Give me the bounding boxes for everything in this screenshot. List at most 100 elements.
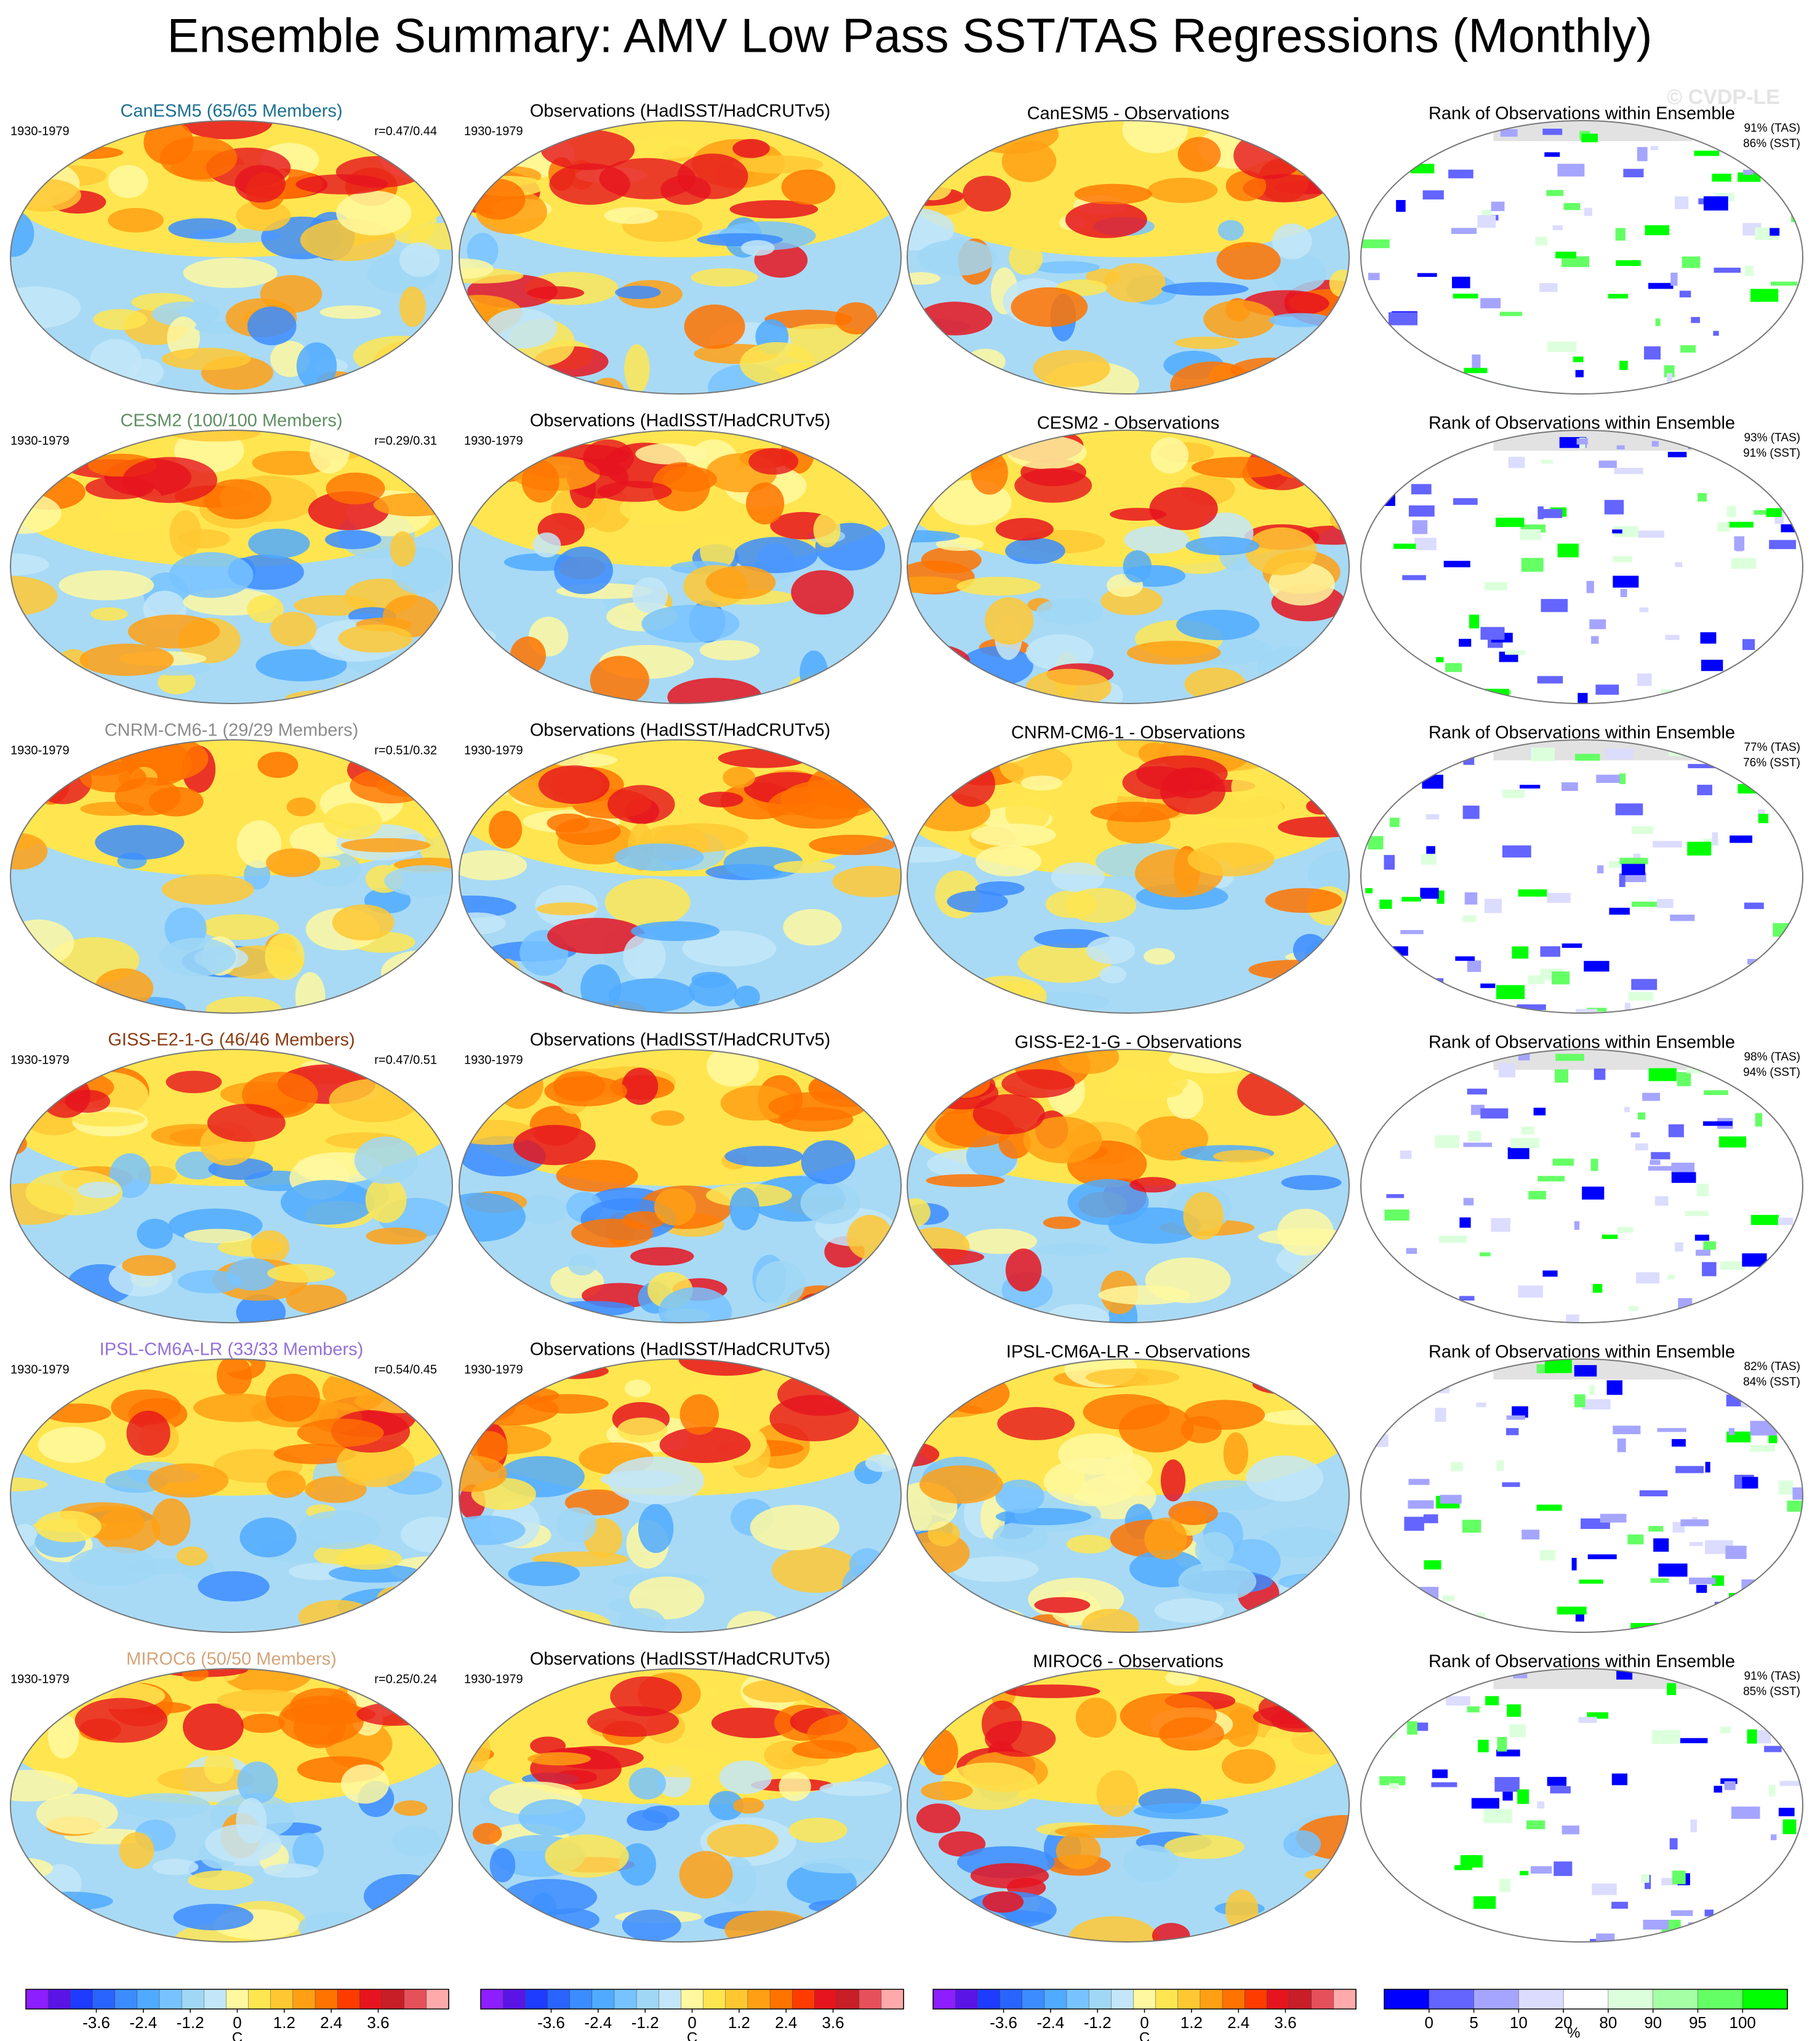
map-blob: [1023, 1117, 1102, 1163]
map-blob: [266, 848, 321, 877]
map-hot-blob: [971, 450, 1008, 495]
map-hot-blob: [544, 1076, 628, 1107]
map-patch: [1781, 1867, 1803, 1879]
map-patch: [1423, 1514, 1438, 1523]
map-patch: [1509, 1724, 1526, 1738]
map-blob: [1124, 526, 1190, 554]
map-blob: [1289, 977, 1342, 1005]
map-patch: [1620, 588, 1627, 598]
map-patch: [1635, 1143, 1648, 1151]
colorbar-tick-label: -2.4: [584, 2013, 612, 2032]
map-patch: [1701, 659, 1723, 672]
map-blob: [10, 833, 48, 870]
map-blob: [10, 651, 59, 682]
map-blob: [635, 443, 704, 465]
map-blob: [682, 931, 777, 967]
map-blob: [1185, 536, 1260, 556]
map-patch: [1738, 172, 1761, 182]
map-blob: [1252, 1374, 1328, 1395]
map-patch: [1791, 389, 1803, 394]
map-patch: [1468, 1131, 1481, 1142]
map-blob: [518, 1799, 586, 1836]
map-blob: [459, 912, 506, 935]
map-blob: [489, 811, 523, 849]
colorbar-frame: [1384, 1989, 1788, 2010]
map-blob: [10, 350, 68, 383]
colorbar-tick-label: 100: [1730, 2013, 1756, 2032]
map-patch: [1624, 1003, 1631, 1012]
map-blob: [319, 305, 382, 319]
colorbar-tick-label: 10: [1510, 2013, 1528, 2032]
map-patch: [1436, 657, 1444, 663]
map-blob: [169, 510, 202, 558]
map-blob: [503, 980, 566, 1013]
map-patch: [1615, 803, 1643, 816]
map-hot-blob: [985, 1720, 1056, 1757]
map-blob: [341, 838, 431, 852]
map-patch: [1642, 1093, 1661, 1101]
map-blob: [745, 483, 785, 525]
period-label: 1930-1979: [464, 1363, 523, 1376]
map-blob: [1279, 740, 1349, 760]
map-patch: [1518, 889, 1547, 897]
map-patch: [1507, 1147, 1529, 1160]
map-blob: [944, 1049, 1012, 1085]
map-blob: [58, 570, 154, 601]
map-patch: [1561, 256, 1590, 267]
map-patch: [1658, 1563, 1688, 1577]
map-blob: [1265, 888, 1342, 913]
map-blob: [159, 937, 236, 977]
map-blob: [527, 1752, 591, 1766]
map-blob: [936, 537, 984, 551]
map-blob: [1066, 1534, 1112, 1554]
colorbar-box: [792, 1989, 816, 2010]
map-patch: [1365, 888, 1373, 894]
map-blob: [691, 971, 730, 988]
map-patch: [1798, 1103, 1803, 1116]
map-patch: [1471, 1798, 1499, 1809]
map-patch: [1766, 508, 1782, 517]
map-blob: [432, 1061, 452, 1099]
map-patch: [1517, 1789, 1529, 1804]
map-patch: [1769, 1784, 1776, 1797]
map-panel: [907, 430, 1349, 704]
map-blob: [270, 612, 317, 647]
colorbar-box: [569, 1989, 593, 2010]
map-blob: [532, 532, 561, 558]
map-patch: [1698, 493, 1707, 502]
map-patch: [1407, 1721, 1417, 1735]
map-patch: [1587, 1712, 1609, 1719]
map-panel: [907, 1359, 1349, 1632]
map-patch: [1417, 273, 1437, 277]
colorbar-tick-label: -1.2: [1084, 2013, 1112, 2032]
map-patch: [1497, 1736, 1507, 1752]
map-blob: [399, 242, 440, 277]
map-blob: [240, 1714, 285, 1733]
map-patch: [1630, 1622, 1660, 1629]
colorbar-box: [703, 1989, 726, 2010]
colorbar-box: [1200, 1989, 1223, 2010]
map-blob: [468, 1590, 499, 1630]
map-panel: [10, 1669, 452, 1942]
map-patch: [1680, 1519, 1709, 1526]
map-patch: [1655, 318, 1661, 326]
map-blob: [854, 1128, 901, 1142]
map-patch: [1519, 785, 1541, 789]
map-patch: [1764, 1746, 1782, 1752]
map-patch: [1669, 1838, 1678, 1850]
map-patch: [1510, 1137, 1539, 1149]
map-blob: [707, 1049, 760, 1087]
map-blob: [956, 577, 1041, 596]
map-hot-blob: [1191, 457, 1289, 478]
map-blob: [297, 1510, 381, 1549]
map-patch: [1467, 960, 1481, 972]
map-patch: [1632, 826, 1654, 834]
map-patch: [1502, 845, 1531, 858]
map-hot-blob: [1177, 137, 1221, 172]
map-blob: [907, 1707, 938, 1754]
map-patch: [1463, 1142, 1493, 1147]
map-patch: [1467, 1088, 1488, 1095]
rank-title: Rank of Observations within Ensemble: [1429, 104, 1735, 124]
map-patch: [1422, 774, 1443, 789]
map-patch: [1435, 1408, 1446, 1422]
